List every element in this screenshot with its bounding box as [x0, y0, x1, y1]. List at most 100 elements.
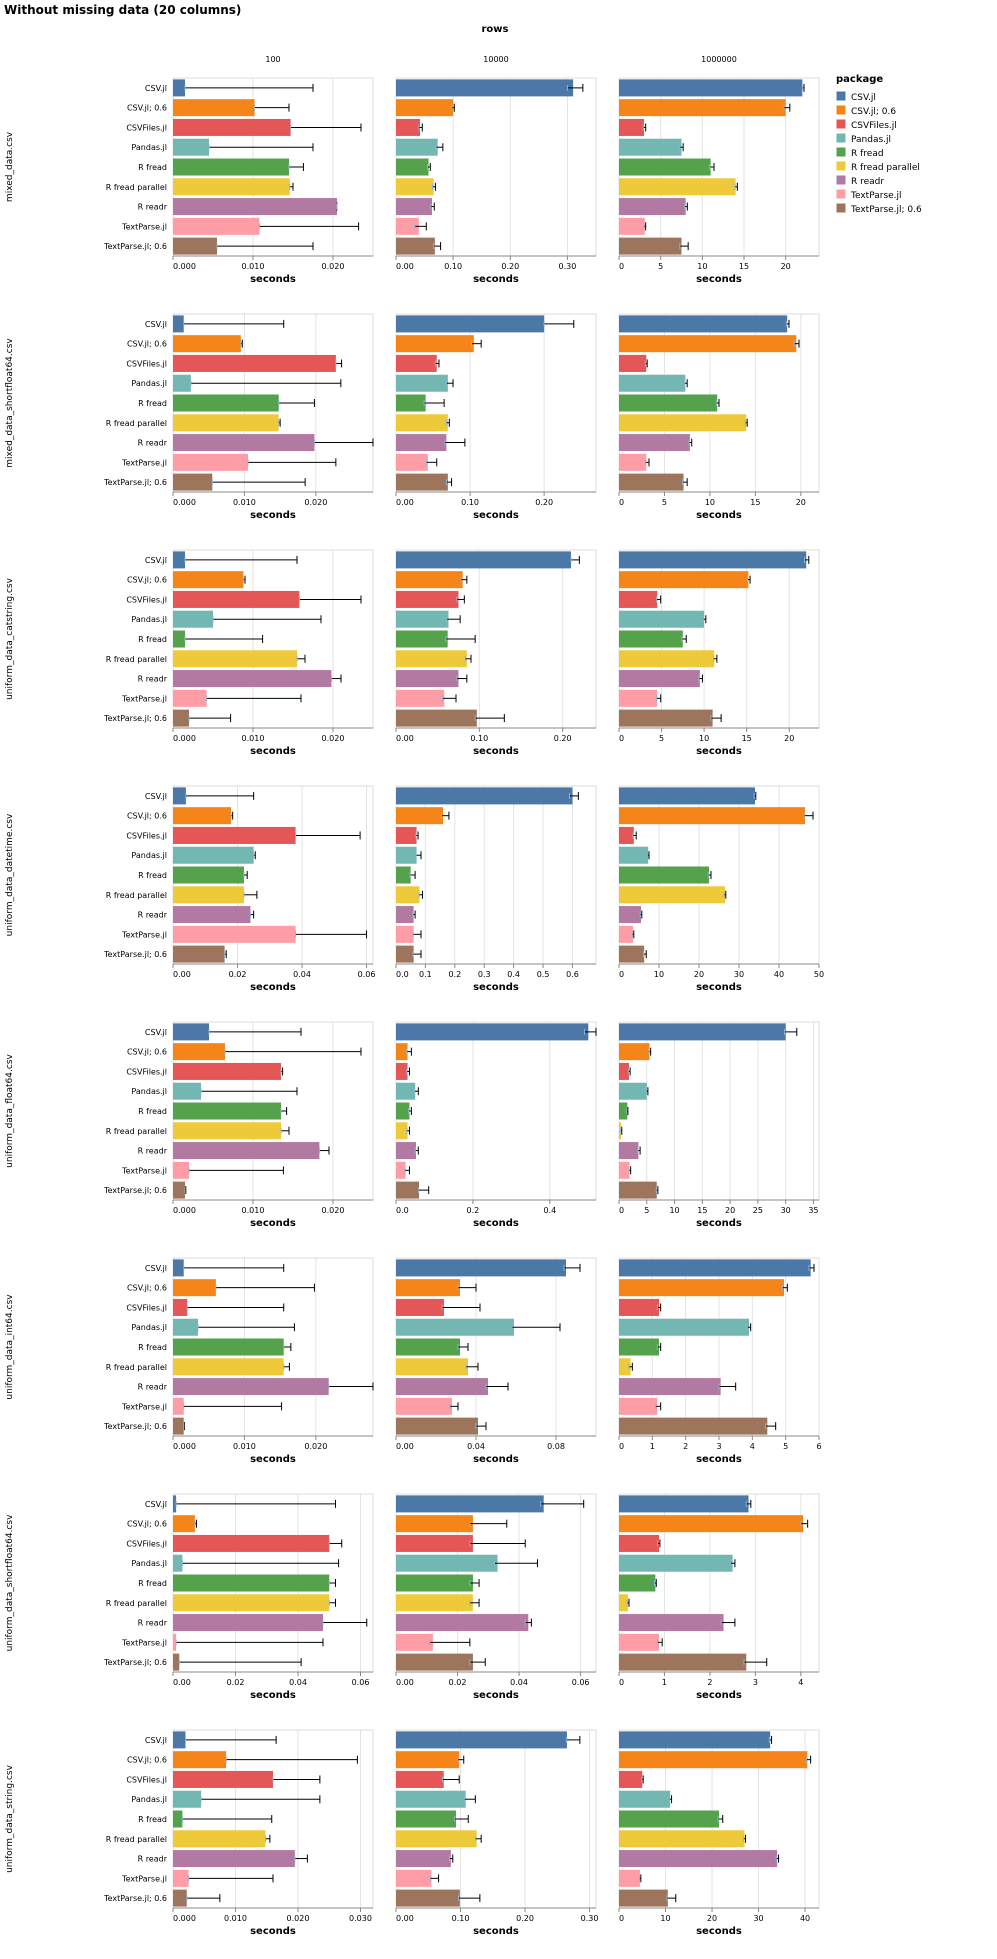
bar [173, 610, 213, 628]
category-label: CSVFiles.jl [126, 359, 167, 368]
x-axis-title: seconds [696, 982, 742, 993]
x-axis-title: seconds [696, 510, 742, 521]
x-tick-label: 0.20 [516, 1914, 534, 1923]
bar [396, 1850, 451, 1868]
bar [396, 906, 414, 924]
bar [396, 886, 420, 904]
x-tick-label: 30 [781, 1206, 791, 1215]
bar [619, 158, 711, 176]
category-label: TextParse.jl; 0.6 [103, 1186, 167, 1195]
x-tick-label: 1 [650, 1442, 655, 1451]
category-label: CSV.jl [145, 1028, 167, 1037]
x-tick-label: 0.020 [322, 262, 345, 271]
bar [396, 1633, 433, 1651]
x-tick-label: 0.10 [470, 734, 488, 743]
category-label: R fread [138, 1815, 167, 1824]
row-header: mixed_data_shortfloat64.csv [5, 338, 15, 468]
category-label: CSV.jl [145, 320, 167, 329]
facet-panel: 0 5 10 15 20 seconds [618, 549, 820, 757]
bar [619, 99, 786, 117]
x-tick-label: 50 [814, 970, 824, 979]
bar [173, 1102, 281, 1120]
legend-swatch [835, 132, 847, 144]
x-tick-label: 0.020 [304, 498, 327, 507]
bar [173, 315, 184, 333]
x-tick-label: 0.010 [233, 498, 256, 507]
legend-swatch [835, 188, 847, 200]
category-label: Pandas.jl [131, 615, 167, 624]
bar [173, 1082, 201, 1100]
bar [396, 807, 444, 825]
category-label: CSV.jl; 0.6 [127, 104, 167, 113]
x-axis-title: seconds [696, 1218, 742, 1229]
category-label: TextParse.jl [121, 1402, 167, 1411]
bar [396, 354, 437, 372]
bar [619, 1142, 639, 1160]
bar [619, 1417, 768, 1435]
legend-entry: TextParse.jl; 0.6 [850, 205, 922, 215]
category-label: R readr [138, 1383, 168, 1392]
category-label: TextParse.jl [121, 694, 167, 703]
bar [619, 1850, 778, 1868]
bar [396, 709, 477, 727]
x-tick-label: 0 [619, 1678, 624, 1687]
category-label: Pandas.jl [131, 379, 167, 388]
bar [173, 590, 300, 608]
category-label: R fread parallel [106, 1599, 167, 1608]
x-tick-label: 0.30 [559, 262, 577, 271]
bar [173, 1889, 187, 1907]
bar [619, 709, 713, 727]
bar [396, 198, 432, 216]
bar [619, 1338, 659, 1356]
x-axis-title: seconds [473, 1218, 519, 1229]
bar [396, 118, 420, 136]
category-label: CSV.jl; 0.6 [127, 812, 167, 821]
legend-swatch [835, 160, 847, 172]
category-label: CSVFiles.jl [126, 1539, 167, 1548]
category-label: R fread parallel [106, 1127, 167, 1136]
bar [619, 846, 649, 864]
bar [619, 590, 658, 608]
category-label: R readr [138, 439, 168, 448]
category-label: R readr [138, 1855, 168, 1864]
bar [619, 217, 645, 235]
bar [396, 1259, 566, 1277]
category-label: CSV.jl [145, 1500, 167, 1509]
category-label: R fread parallel [106, 183, 167, 192]
bar [173, 178, 290, 196]
bar [173, 866, 244, 884]
legend-entry: TextParse.jl [850, 191, 902, 201]
bar [396, 1574, 473, 1592]
legend-entry: R fread [851, 149, 884, 159]
x-tick-label: 3 [753, 1678, 758, 1687]
bar [173, 1869, 189, 1887]
x-tick-label: 2 [683, 1442, 688, 1451]
x-tick-label: 20 [784, 734, 794, 743]
bar [619, 1614, 724, 1632]
x-tick-label: 5 [783, 1442, 788, 1451]
bar [173, 79, 185, 97]
x-tick-label: 0.00 [396, 1442, 414, 1451]
bar [173, 571, 244, 589]
x-axis-title: seconds [250, 1454, 296, 1465]
category-label: R fread [138, 635, 167, 644]
bar [619, 1574, 656, 1592]
bar [396, 1869, 432, 1887]
bar [173, 846, 254, 864]
x-axis-title: seconds [250, 1218, 296, 1229]
x-tick-label: 30 [753, 1914, 763, 1923]
x-axis-title: seconds [696, 1926, 742, 1937]
category-label: Pandas.jl [131, 851, 167, 860]
bar [396, 1417, 478, 1435]
x-tick-label: 4 [750, 1442, 755, 1451]
bar [173, 886, 244, 904]
legend-title: package [836, 74, 883, 85]
column-header-1000000: 1000000 [701, 55, 737, 64]
category-label: R readr [138, 911, 168, 920]
bar [173, 453, 248, 471]
bar [396, 1161, 406, 1179]
x-tick-label: 0.010 [233, 1442, 256, 1451]
x-tick-label: 10 [660, 1914, 670, 1923]
x-tick-label: 0.00 [396, 262, 414, 271]
x-tick-label: 40 [774, 970, 784, 979]
